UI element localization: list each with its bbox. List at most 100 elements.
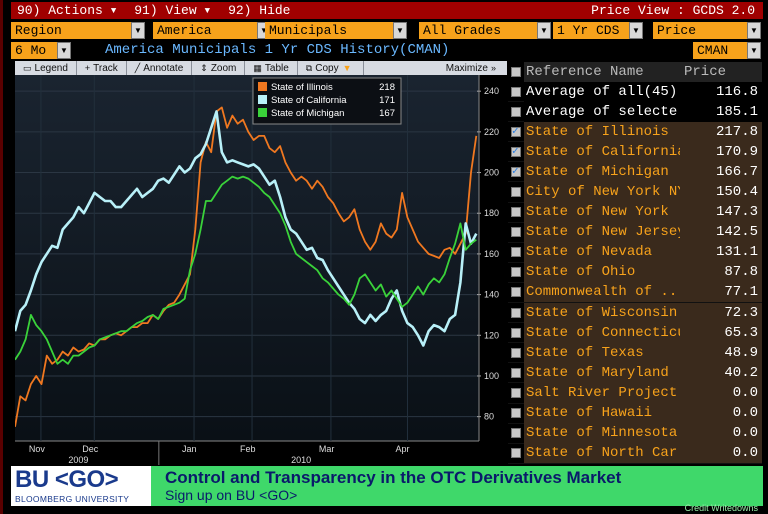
grades-field[interactable]: All Grades: [419, 22, 537, 39]
row-checkbox-cell[interactable]: [508, 106, 524, 117]
bu-logo-text: BU <GO>: [15, 466, 119, 493]
header-checkbox[interactable]: [511, 67, 521, 77]
row-checkbox[interactable]: [511, 164, 521, 178]
table-row[interactable]: State of New York 147.3: [508, 202, 762, 223]
table-row[interactable]: State of Ohio 87.8: [508, 262, 762, 283]
period-dropdown-icon[interactable]: ▼: [57, 42, 71, 59]
table-row[interactable]: State of Wisconsin 72.3: [508, 302, 762, 324]
table-row[interactable]: Salt River Project ...0.0: [508, 382, 762, 404]
row-checkbox-cell[interactable]: [508, 227, 524, 238]
annotate-button[interactable]: ╱ Annotate: [127, 61, 193, 75]
row-checkbox[interactable]: [511, 106, 521, 117]
row-checkbox-cell[interactable]: [508, 387, 524, 398]
header-checkbox-cell[interactable]: [508, 62, 524, 82]
row-checkbox-cell[interactable]: [508, 287, 524, 298]
row-checkbox[interactable]: [511, 387, 521, 398]
actions-menu[interactable]: 90) Actions ▼: [11, 2, 122, 19]
hide-menu[interactable]: 92) Hide: [222, 2, 296, 19]
row-checkbox-cell[interactable]: [508, 164, 524, 178]
legend-value: 218: [379, 82, 395, 93]
row-checkbox[interactable]: [511, 307, 521, 318]
tenor-field[interactable]: 1 Yr CDS: [553, 22, 629, 39]
copy-button[interactable]: ⧉ Copy ▼: [298, 61, 364, 75]
row-checkbox-cell[interactable]: [508, 247, 524, 258]
row-checkbox-cell[interactable]: [508, 347, 524, 358]
table-row[interactable]: State of Hawaii 0.0: [508, 403, 762, 424]
chart-toolbar: ▭ Legend + Track ╱ Annotate ⇕ Zoom ▦ Table ⧉ C…: [15, 61, 507, 75]
municipals-dropdown-icon[interactable]: ▼: [393, 22, 407, 39]
price-cell: 0.0: [680, 423, 762, 444]
maximize-button[interactable]: Maximize»: [438, 61, 507, 75]
row-checkbox[interactable]: [511, 287, 521, 298]
row-checkbox-cell[interactable]: [508, 428, 524, 439]
price-dropdown-icon[interactable]: ▼: [747, 22, 761, 39]
track-button[interactable]: + Track: [77, 61, 127, 75]
zoom-button[interactable]: ⇕ Zoom: [192, 61, 246, 75]
tenor-dropdown-icon[interactable]: ▼: [629, 22, 643, 39]
cds-history-chart[interactable]: 80 100 120 140 160 180 200 220 240 Nov Dec Jan Feb M…: [15, 75, 507, 466]
row-checkbox-cell[interactable]: [508, 124, 524, 138]
reference-name-header[interactable]: Reference Name: [524, 62, 680, 82]
table-row[interactable]: Average of selecte...185.1: [508, 101, 762, 123]
row-checkbox[interactable]: [511, 327, 521, 338]
municipals-field[interactable]: Municipals: [265, 22, 393, 39]
row-checkbox-cell[interactable]: [508, 307, 524, 318]
cman-field[interactable]: CMAN: [693, 42, 747, 59]
price-header[interactable]: Price: [680, 62, 762, 82]
row-checkbox-cell[interactable]: [508, 448, 524, 459]
region-field[interactable]: Region: [11, 22, 131, 39]
row-checkbox[interactable]: [511, 267, 521, 278]
row-checkbox[interactable]: [511, 448, 521, 459]
row-checkbox[interactable]: [511, 124, 521, 138]
region-dropdown-icon[interactable]: ▼: [131, 22, 145, 39]
table-row[interactable]: City of New York NY 150.4: [508, 182, 762, 203]
table-row[interactable]: State of Nevada 131.1: [508, 242, 762, 263]
row-checkbox[interactable]: [511, 227, 521, 238]
table-button[interactable]: ▦ Table: [245, 61, 298, 75]
table-row[interactable]: State of Maryland 40.2: [508, 362, 762, 384]
row-checkbox[interactable]: [511, 207, 521, 218]
row-checkbox[interactable]: [511, 367, 521, 378]
table-row[interactable]: State of Texas 48.9: [508, 342, 762, 364]
legend-value: 171: [379, 95, 395, 106]
row-checkbox[interactable]: [511, 347, 521, 358]
row-checkbox[interactable]: [511, 247, 521, 258]
row-checkbox-cell[interactable]: [508, 367, 524, 378]
america-field[interactable]: America: [153, 22, 257, 39]
zoom-icon: ⇕: [200, 62, 208, 73]
table-row[interactable]: Commonwealth of ... 77.1: [508, 282, 762, 304]
legend-label: State of Michigan: [271, 108, 344, 119]
table-row[interactable]: State of Connecticut 65.3: [508, 322, 762, 344]
promo-banner[interactable]: BU <GO> BLOOMBERG UNIVERSITY Control and…: [11, 466, 763, 506]
grades-dropdown-icon[interactable]: ▼: [537, 22, 551, 39]
row-checkbox[interactable]: [511, 144, 521, 158]
legend-button[interactable]: ▭ Legend: [15, 61, 77, 75]
row-checkbox-cell[interactable]: [508, 144, 524, 158]
table-row[interactable]: State of New Jersey 142.5: [508, 222, 762, 243]
price-field[interactable]: Price: [653, 22, 747, 39]
cman-dropdown-icon[interactable]: ▼: [747, 42, 761, 59]
row-checkbox[interactable]: [511, 428, 521, 439]
series-line: [15, 106, 478, 427]
row-checkbox-cell[interactable]: [508, 207, 524, 218]
row-checkbox-cell[interactable]: [508, 408, 524, 419]
row-checkbox[interactable]: [511, 408, 521, 419]
row-checkbox-cell[interactable]: [508, 187, 524, 198]
table-row[interactable]: State of North Car...0.0: [508, 443, 762, 464]
copy-label: Copy: [315, 62, 339, 74]
table-row[interactable]: State of Minnesota 0.0: [508, 423, 762, 444]
period-field[interactable]: 6 Mo: [11, 42, 57, 59]
row-checkbox-cell[interactable]: [508, 267, 524, 278]
legend-box[interactable]: [252, 77, 402, 125]
view-menu[interactable]: 91) View ▼: [128, 2, 216, 19]
row-checkbox-cell[interactable]: [508, 86, 524, 97]
hide-label: 92) Hide: [228, 3, 291, 18]
row-checkbox[interactable]: [511, 86, 521, 97]
table-row[interactable]: Average of all(45) 116.8: [508, 81, 762, 103]
y-tick-label: 200: [484, 168, 499, 178]
row-checkbox[interactable]: [511, 187, 521, 198]
row-checkbox-cell[interactable]: [508, 327, 524, 338]
